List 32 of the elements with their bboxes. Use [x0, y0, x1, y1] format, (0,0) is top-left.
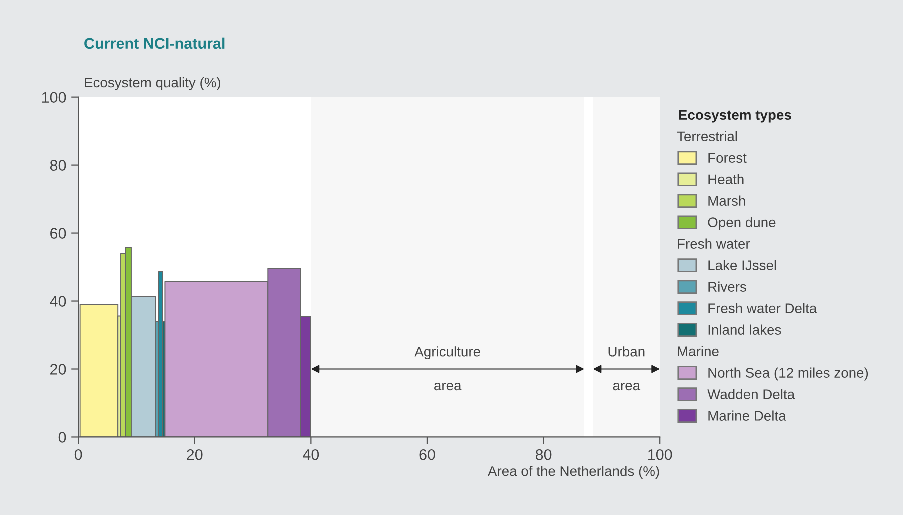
y-tick-label: 100	[42, 92, 66, 104]
x-tick-label: 80	[536, 449, 552, 460]
legend-label: Heath	[708, 174, 744, 185]
text: Terrestrial	[677, 131, 738, 142]
legend-label: Open dune	[708, 217, 776, 230]
text: Fresh water	[678, 238, 750, 249]
legend-label: Inland lakes	[708, 324, 782, 335]
legend-label: Marine Delta	[708, 410, 786, 421]
legend-title: Ecosystem types	[679, 110, 792, 123]
legend-label: Fresh water Delta	[708, 303, 818, 314]
x-tick-label: 60	[420, 449, 436, 460]
text: Agriculture area	[414, 346, 480, 391]
legend-label: Wadden Delta	[708, 389, 796, 400]
y-tick-label: 20	[50, 364, 66, 375]
y-tick-label: 60	[50, 228, 66, 239]
text: Marine	[678, 346, 719, 356]
y-axis-title: Ecosystem quality (%)	[85, 77, 220, 90]
legend-label: Marsh	[708, 196, 746, 206]
text: Urban area	[608, 346, 645, 391]
x-tick-label: 20	[187, 449, 203, 460]
chart-title: Current NCI-natural	[84, 38, 225, 50]
legend-label: Forest	[708, 153, 747, 164]
legend-label: Rivers	[708, 282, 746, 292]
y-tick-label: 0	[58, 432, 66, 443]
x-tick-label: 0	[74, 449, 82, 460]
y-tick-label: 80	[50, 160, 66, 171]
legend-label: North Sea (12 miles zone)	[708, 368, 868, 381]
y-tick-label: 40	[50, 296, 66, 307]
x-tick-label: 100	[648, 449, 672, 460]
x-axis-title: Area of the Netherlands (%)	[488, 466, 660, 479]
x-tick-label: 40	[303, 449, 320, 460]
legend-label: Lake IJssel	[708, 260, 776, 270]
